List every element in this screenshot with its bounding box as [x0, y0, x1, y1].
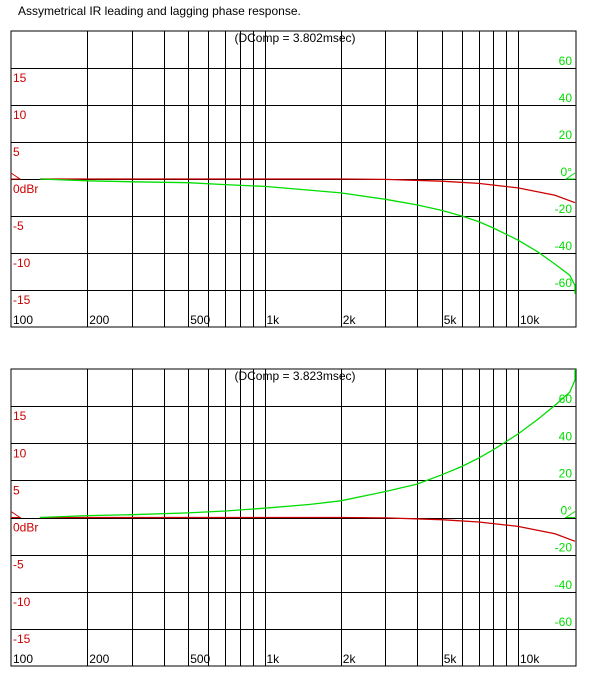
page-title: Assymetrical IR leading and lagging phas…: [18, 4, 301, 18]
left-axis-label: -10: [13, 595, 31, 609]
right-axis-label: 60: [559, 392, 573, 406]
x-tick-label: 2k: [343, 652, 357, 666]
x-tick-label: 10k: [520, 652, 540, 666]
left-axis-label: 15: [13, 71, 27, 85]
right-axis-label: 0°: [561, 165, 573, 179]
x-tick-label: 5k: [444, 652, 458, 666]
left-axis-label: 0dBr: [13, 521, 38, 535]
right-axis-label: 20: [559, 128, 573, 142]
x-tick-label: 200: [89, 313, 109, 327]
dcomp-annotation: (DComp = 3.823msec): [234, 369, 355, 383]
left-axis-label: -5: [13, 558, 24, 572]
x-tick-label: 500: [190, 652, 210, 666]
x-tick-label: 200: [89, 652, 109, 666]
left-axis-label: 10: [13, 108, 27, 122]
dcomp-annotation: (DComp = 3.802msec): [234, 31, 355, 45]
zero-marker-right: [564, 511, 576, 518]
phase-line: [39, 178, 576, 294]
left-axis-label: 5: [13, 145, 20, 159]
right-axis-label: -20: [555, 202, 573, 216]
x-tick-label: 1k: [267, 313, 281, 327]
right-axis-label: -40: [555, 239, 573, 253]
phase-line: [39, 369, 576, 519]
right-axis-label: 60: [559, 54, 573, 68]
left-axis-label: -15: [13, 632, 31, 646]
x-tick-label: 5k: [444, 313, 458, 327]
x-tick-label: 1k: [267, 652, 281, 666]
zero-marker-left: [10, 172, 22, 180]
magnitude-line: [39, 178, 576, 204]
right-axis-label: 40: [559, 91, 573, 105]
x-tick-label: 100: [13, 652, 33, 666]
left-axis-label: 5: [13, 483, 20, 497]
x-tick-label: 10k: [520, 313, 540, 327]
right-axis-label: -40: [555, 578, 573, 592]
x-tick-label: 2k: [343, 313, 357, 327]
x-tick-label: 100: [13, 313, 33, 327]
left-axis-label: -10: [13, 256, 31, 270]
right-axis-label: -60: [555, 615, 573, 629]
left-axis-label: -5: [13, 219, 24, 233]
left-axis-label: 10: [13, 446, 27, 460]
left-axis-label: -15: [13, 293, 31, 307]
right-axis-label: -20: [555, 541, 573, 555]
zero-marker-left: [10, 511, 22, 518]
left-axis-label: 15: [13, 409, 27, 423]
right-axis-label: 40: [559, 429, 573, 443]
left-axis-label: 0dBr: [13, 182, 38, 196]
zero-marker-right: [564, 172, 576, 180]
right-axis-label: -60: [555, 276, 573, 290]
right-axis-label: 0°: [561, 504, 573, 518]
x-tick-label: 500: [190, 313, 210, 327]
magnitude-line: [39, 516, 576, 542]
right-axis-label: 20: [559, 466, 573, 480]
